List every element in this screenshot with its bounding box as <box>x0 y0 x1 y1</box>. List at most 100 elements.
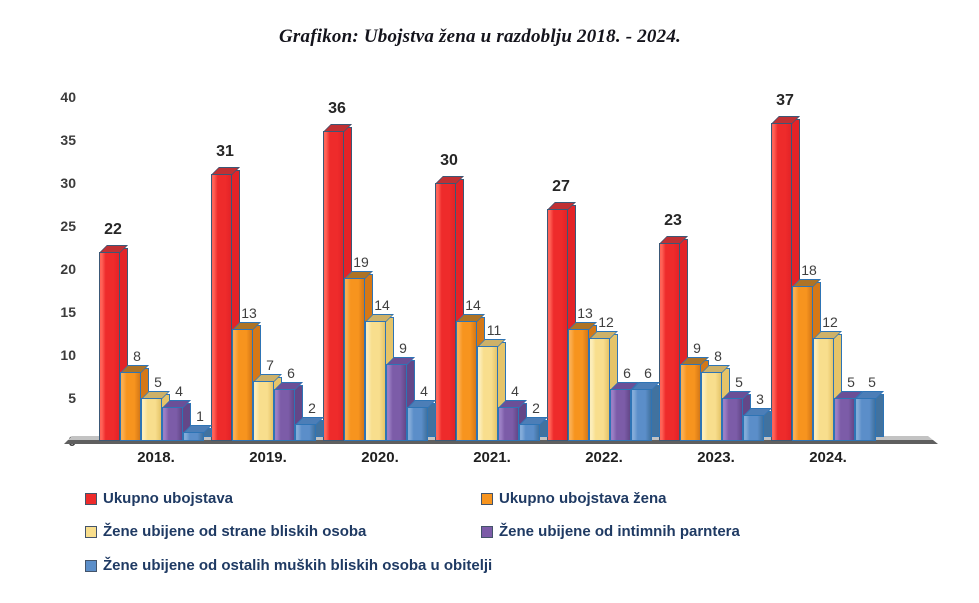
bar-front-face <box>834 398 855 441</box>
year-label: 2022. <box>585 449 623 466</box>
legend-item-2: Ukupno ubojstava žena <box>481 490 667 507</box>
legend-item-4: Žene ubijene od intimnih parntera <box>481 523 740 540</box>
bar-value-label: 4 <box>175 383 183 399</box>
legend-label: Žene ubijene od strane bliskih osoba <box>103 523 367 540</box>
bar-front-face <box>743 415 764 441</box>
bar-value-label: 5 <box>154 374 162 390</box>
bar-value-label: 8 <box>133 348 141 364</box>
bar-value-label: 12 <box>822 314 838 330</box>
year-label: 2018. <box>137 449 175 466</box>
year-label: 2021. <box>473 449 511 466</box>
year-label: 2024. <box>809 449 847 466</box>
bar <box>477 339 507 441</box>
bar <box>519 417 549 441</box>
bar-value-label: 13 <box>241 305 257 321</box>
bar-front-face <box>274 389 295 441</box>
bar <box>855 391 885 441</box>
year-label: 2023. <box>697 449 735 466</box>
chart-title: Grafikon: Ubojstva žena u razdoblju 2018… <box>279 26 681 47</box>
bar-front-face <box>365 321 386 441</box>
bar-front-face <box>344 278 365 441</box>
bar-front-face <box>456 321 477 441</box>
bar-front-face <box>589 338 610 441</box>
bar-value-label: 3 <box>756 391 764 407</box>
bar <box>631 382 661 441</box>
bar-front-face <box>435 183 456 441</box>
bar-front-face <box>498 407 519 441</box>
legend-label: Žene ubijene od intimnih parntera <box>499 523 740 540</box>
bar-front-face <box>631 389 652 441</box>
bar-front-face <box>519 424 540 441</box>
bar-value-label: 6 <box>644 365 652 381</box>
bar-value-label: 30 <box>440 152 458 169</box>
bar-front-face <box>323 131 344 441</box>
y-tick-label: 30 <box>60 175 76 191</box>
bar-value-label: 23 <box>664 212 682 229</box>
bar-value-label: 6 <box>287 365 295 381</box>
bar-front-face <box>701 372 722 441</box>
bar-value-label: 7 <box>266 357 274 373</box>
legend-item-3: Žene ubijene od strane bliskih osoba <box>85 523 366 540</box>
bar <box>295 417 325 441</box>
bar <box>547 202 577 441</box>
bar <box>743 408 773 441</box>
bar-value-label: 14 <box>374 297 390 313</box>
bar <box>386 357 416 441</box>
bar-value-label: 27 <box>552 178 570 195</box>
bar <box>771 116 801 441</box>
y-tick-label: 10 <box>60 347 76 363</box>
bar-value-label: 13 <box>577 305 593 321</box>
bar-front-face <box>792 286 813 441</box>
bar-front-face <box>771 123 792 441</box>
bar-front-face <box>183 432 204 441</box>
bar-front-face <box>211 174 232 441</box>
bar <box>435 176 465 441</box>
bar-value-label: 1 <box>196 408 204 424</box>
year-label: 2020. <box>361 449 399 466</box>
legend-swatch <box>481 492 493 505</box>
bar-value-label: 36 <box>328 100 346 117</box>
legend-label: Žene ubijene od ostalih muških bliskih o… <box>103 557 493 574</box>
bar-side-face <box>875 394 884 437</box>
y-tick-label: 25 <box>60 218 76 234</box>
bar-front-face <box>855 398 876 441</box>
bar-front-face <box>813 338 834 441</box>
bar-front-face <box>680 364 701 441</box>
legend-swatch <box>85 559 97 572</box>
bar <box>274 382 304 441</box>
y-tick-label: 20 <box>60 261 76 277</box>
legend-swatch <box>481 525 493 538</box>
bar <box>407 400 437 441</box>
bar-value-label: 4 <box>420 383 428 399</box>
bar-value-label: 9 <box>399 340 407 356</box>
bar-front-face <box>386 364 407 441</box>
year-label: 2019. <box>249 449 287 466</box>
y-tick-label: 40 <box>60 89 76 105</box>
bar-value-label: 9 <box>693 340 701 356</box>
y-tick-label: 15 <box>60 304 76 320</box>
legend-swatch <box>85 492 97 505</box>
bar-front-face <box>162 407 183 441</box>
legend-label: Ukupno ubojstava <box>103 490 234 507</box>
legend-item-5: Žene ubijene od ostalih muških bliskih o… <box>85 557 492 574</box>
bar-value-label: 31 <box>216 143 234 160</box>
bar-front-face <box>120 372 141 441</box>
bar-front-face <box>659 243 680 441</box>
bar-value-label: 22 <box>104 221 122 238</box>
bar-value-label: 4 <box>511 383 519 399</box>
bar-value-label: 2 <box>308 400 316 416</box>
y-tick-label: 5 <box>68 390 76 406</box>
bar-front-face <box>407 407 428 441</box>
bar-front-face <box>99 252 120 441</box>
legend-label: Ukupno ubojstava žena <box>499 490 667 507</box>
bar-front-face <box>722 398 743 441</box>
bar-value-label: 11 <box>486 322 502 338</box>
bar-side-face <box>651 385 660 437</box>
bar-front-face <box>141 398 162 441</box>
legend-item-1: Ukupno ubojstava <box>85 490 233 507</box>
bar-side-face <box>427 403 436 437</box>
bar-front-face <box>568 329 589 441</box>
bar-front-face <box>477 346 498 441</box>
bar <box>813 331 843 441</box>
